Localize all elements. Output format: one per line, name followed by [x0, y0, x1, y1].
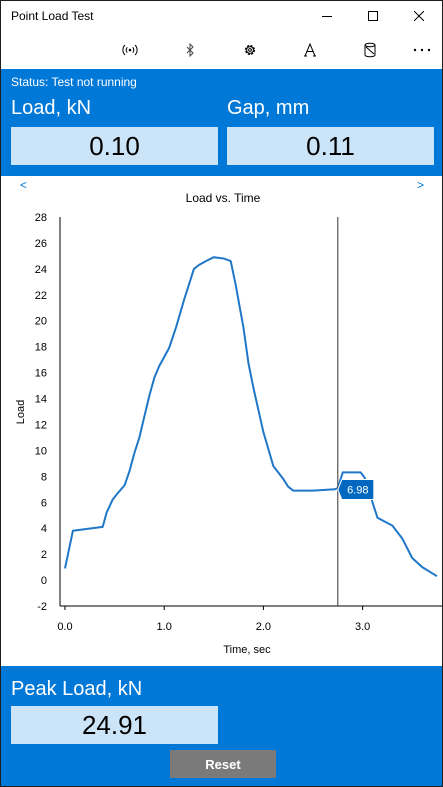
peak-panel: Peak Load, kN 24.91 Reset: [1, 666, 442, 786]
database-icon: [364, 42, 376, 58]
minimize-icon: [322, 16, 332, 17]
chart-title: Load vs. Time: [186, 191, 261, 205]
cursor-value-flag: [337, 479, 375, 501]
gear-icon: [244, 44, 256, 56]
x-axis-label: Time, sec: [223, 644, 271, 656]
toolbar: [1, 31, 442, 69]
y-tick-label: 6: [41, 497, 47, 509]
load-value: 0.10: [11, 127, 218, 165]
y-tick-label: 8: [41, 471, 47, 483]
previous-chart-button[interactable]: <: [20, 178, 27, 192]
y-tick-label: 4: [41, 523, 47, 535]
y-tick-label: 20: [35, 316, 47, 328]
y-tick-label: 2: [41, 549, 47, 561]
chart-axes: [59, 217, 442, 607]
font-icon: [304, 43, 316, 57]
y-tick-label: 14: [35, 394, 47, 406]
chart-series: [64, 256, 438, 578]
status-text: Status: Test not running: [11, 75, 137, 89]
settings-button[interactable]: [230, 31, 270, 69]
x-tick-label: 2.0: [256, 621, 271, 633]
gap-value: 0.11: [227, 127, 434, 165]
title-bar: Point Load Test: [1, 1, 442, 31]
bluetooth-icon: [186, 43, 194, 57]
x-tick-label: 3.0: [355, 621, 370, 633]
y-tick-label: 28: [35, 212, 47, 224]
peak-load-label: Peak Load, kN: [11, 678, 143, 700]
more-button[interactable]: [402, 31, 442, 69]
load-time-chart: < > Load vs. Time -202468101214161820222…: [15, 178, 442, 656]
database-button[interactable]: [350, 31, 390, 69]
reset-button[interactable]: Reset: [170, 750, 276, 778]
y-axis-label: Load: [15, 400, 27, 424]
broadcast-icon: [122, 44, 138, 56]
next-chart-button[interactable]: >: [417, 178, 424, 192]
readings-panel: Status: Test not running Load, kN Gap, m…: [1, 69, 442, 176]
bluetooth-button[interactable]: [170, 31, 210, 69]
x-tick-label: 1.0: [157, 621, 172, 633]
y-tick-label: 0: [41, 575, 47, 587]
y-tick-label: 18: [35, 342, 47, 354]
close-button[interactable]: [396, 1, 442, 31]
y-tick-label: 22: [35, 290, 47, 302]
y-tick-label: 12: [35, 419, 47, 431]
window-title: Point Load Test: [11, 9, 94, 23]
y-tick-label: 16: [35, 368, 47, 380]
load-label: Load, kN: [11, 97, 92, 119]
more-icon: [413, 48, 431, 52]
cursor-value-label: 6.98: [347, 485, 368, 497]
close-icon: [414, 11, 424, 21]
maximize-icon: [368, 11, 378, 21]
load-series-line: [64, 256, 438, 578]
gap-label: Gap, mm: [227, 97, 310, 119]
y-tick-label: -2: [37, 601, 47, 613]
minimize-button[interactable]: [304, 1, 350, 31]
peak-load-value: 24.91: [11, 706, 218, 744]
font-button[interactable]: [290, 31, 330, 69]
y-tick-label: 24: [35, 264, 47, 276]
chart-area: < > Load vs. Time -2 0 2 4 6 8 10 12 14 16 18 20 22 2…: [1, 176, 442, 666]
x-tick-label: 0.0: [57, 621, 72, 633]
maximize-button[interactable]: [350, 1, 396, 31]
broadcast-button[interactable]: [110, 31, 150, 69]
y-tick-label: 26: [35, 238, 47, 250]
y-tick-label: 10: [35, 445, 47, 457]
chart-cursor[interactable]: 6.98: [337, 217, 375, 606]
